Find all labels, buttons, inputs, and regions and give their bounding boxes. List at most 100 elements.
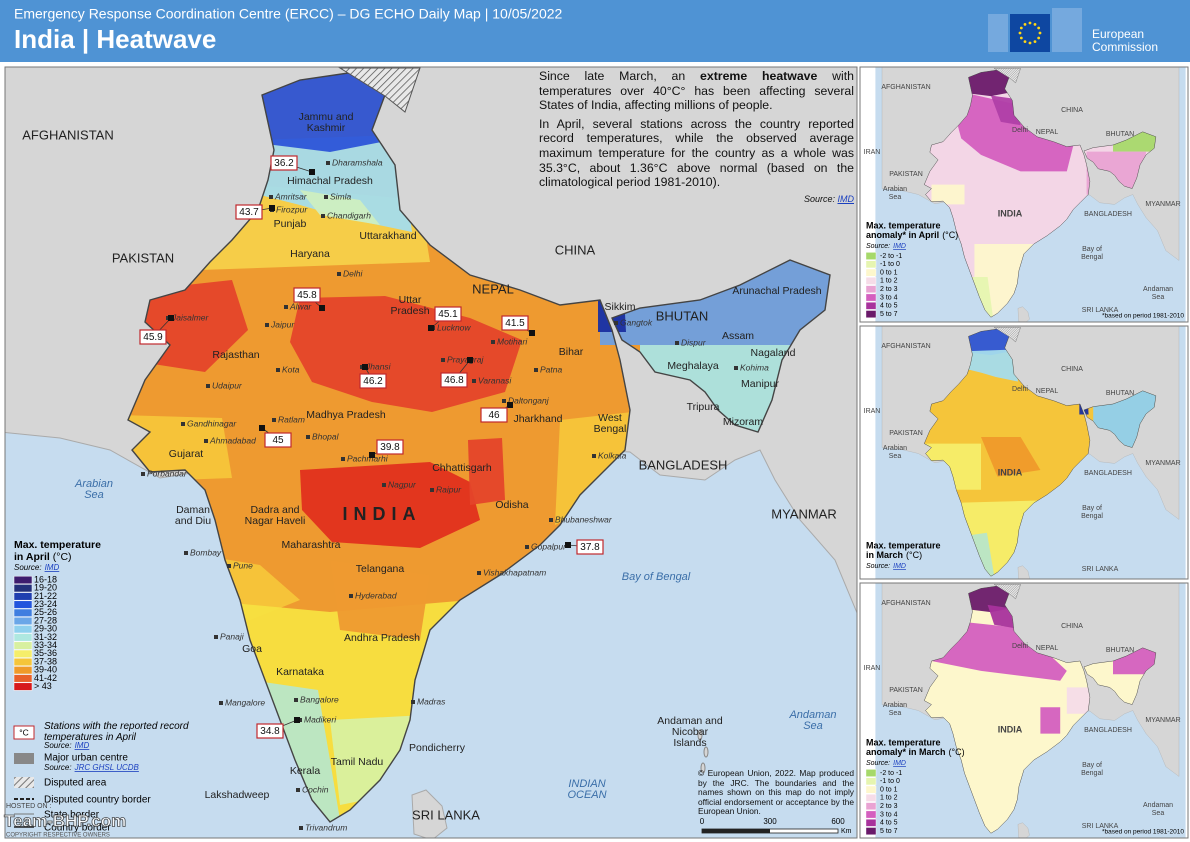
state-label: Mizoram bbox=[723, 416, 764, 428]
ec-star bbox=[1019, 26, 1023, 30]
island bbox=[700, 762, 706, 774]
legend-item: 23-24 bbox=[34, 599, 57, 609]
state-label-line: Islands bbox=[673, 737, 706, 749]
station-marker bbox=[294, 717, 300, 723]
sea-label: Arabian Sea bbox=[74, 478, 113, 501]
temp-zone bbox=[948, 88, 1074, 172]
legend-item: 35-36 bbox=[34, 648, 57, 658]
station-value: 45.8 bbox=[297, 290, 317, 301]
ec-star bbox=[1028, 41, 1032, 45]
city-label: Bhopal bbox=[312, 431, 340, 441]
city-label: Firozpur bbox=[276, 204, 308, 214]
city-label: Lucknow bbox=[437, 322, 471, 332]
legend-urban bbox=[14, 753, 34, 764]
station-marker bbox=[529, 330, 535, 336]
state-label: Pondicherry bbox=[409, 742, 466, 754]
inset-swatch bbox=[865, 827, 877, 835]
urban-dot bbox=[534, 368, 538, 372]
scale-unit: Km bbox=[841, 828, 852, 835]
urban-dot bbox=[675, 341, 679, 345]
inset-map bbox=[875, 67, 1186, 322]
inset-frame bbox=[859, 582, 1189, 839]
temp-zone bbox=[1040, 707, 1061, 734]
inset-swatch bbox=[865, 285, 877, 294]
temp-zone bbox=[1066, 687, 1094, 714]
state-label: Himachal Pradesh bbox=[287, 175, 373, 187]
state-label: Madhya Pradesh bbox=[306, 409, 386, 421]
urban-dot bbox=[276, 368, 280, 372]
source-link[interactable]: IMD bbox=[837, 193, 855, 204]
state-label: Jammu and Kashmir bbox=[299, 111, 354, 134]
station-marker bbox=[168, 315, 174, 321]
inset-legend-title: Max. temperature bbox=[866, 737, 941, 747]
sri-lanka bbox=[1017, 822, 1030, 838]
legend-item: Disputed area bbox=[44, 778, 107, 789]
india-border bbox=[923, 69, 1091, 318]
inset-swatch bbox=[865, 810, 877, 819]
inset-legend-sub: in March bbox=[866, 550, 903, 560]
state-label: Arunachal Pradesh bbox=[732, 285, 821, 297]
inset-label: PAKISTAN bbox=[889, 171, 923, 178]
urban-dot bbox=[382, 483, 386, 487]
inset-legend-item: 4 to 5 bbox=[880, 303, 898, 310]
urban-dot bbox=[324, 195, 328, 199]
inset-label: CHINA bbox=[1061, 366, 1083, 373]
ec-star bbox=[1033, 22, 1037, 26]
inset-label: Arabian Sea bbox=[883, 186, 907, 201]
station-value: 34.8 bbox=[260, 726, 280, 737]
inset-label-line: Bay of bbox=[1082, 505, 1102, 512]
state-label: Assam bbox=[722, 330, 754, 342]
source-link: IMD bbox=[75, 741, 90, 750]
urban-dot bbox=[525, 545, 529, 549]
state-label: Sikkim bbox=[605, 301, 636, 313]
state-label-line: and Diu bbox=[175, 515, 211, 527]
inset-swatch bbox=[865, 777, 877, 786]
inset-frame bbox=[859, 325, 1189, 580]
city-label: Prayagraj bbox=[447, 354, 484, 364]
sea-label-line: Sea bbox=[803, 720, 823, 732]
station-box bbox=[293, 287, 321, 303]
temp-zone bbox=[981, 437, 1041, 477]
station-marker bbox=[319, 305, 325, 311]
source-label: Source: bbox=[866, 563, 890, 570]
urban-dot bbox=[206, 384, 210, 388]
inset-label-line: Sea bbox=[889, 710, 902, 717]
temp-zone bbox=[330, 560, 430, 640]
city-label: Alwar bbox=[289, 301, 312, 311]
city-label: Porbandar bbox=[147, 468, 188, 478]
inset-label-line: Bengal bbox=[1081, 254, 1103, 261]
station-box bbox=[480, 407, 508, 423]
inset-swatch bbox=[865, 785, 877, 794]
desc-text: Since late March, an bbox=[539, 69, 701, 83]
legend-item-line: Stations with the reported record bbox=[44, 721, 189, 732]
state-label: Meghalaya bbox=[667, 360, 719, 372]
inset-footnote: *based on period 1981-2010 bbox=[1102, 313, 1184, 320]
station-box bbox=[264, 432, 292, 448]
legend-swatch bbox=[13, 600, 33, 609]
ec-star bbox=[1023, 22, 1027, 26]
copyright: © European Union, 2022. Map produced by … bbox=[698, 768, 854, 817]
urban-dot bbox=[430, 488, 434, 492]
inset-label-line: Sea bbox=[1152, 810, 1165, 817]
state-label: Punjab bbox=[274, 218, 307, 230]
inset-label-line: Andaman bbox=[1143, 802, 1173, 809]
station-value: 45.9 bbox=[143, 332, 163, 343]
country-label: CHINA bbox=[555, 242, 596, 257]
inset: AFGHANISTAN CHINA NEPAL BHUTAN IRAN PAKISTAN A… bbox=[864, 67, 1186, 322]
legend-swatch bbox=[13, 657, 33, 667]
state-label: Tamil Nadu bbox=[331, 756, 384, 768]
city-label: Jaisalmer bbox=[171, 312, 210, 322]
scale-bar bbox=[702, 829, 770, 833]
urban-dot bbox=[411, 700, 415, 704]
inset-label: SRI LANKA bbox=[1082, 307, 1119, 314]
station-value: 45 bbox=[272, 435, 284, 446]
inset-frame bbox=[859, 66, 1189, 323]
source-label: Source: bbox=[803, 193, 835, 204]
city-label: Delhi bbox=[343, 268, 363, 278]
urban-dot bbox=[326, 161, 330, 165]
inset-label: MYANMAR bbox=[1145, 201, 1180, 208]
station-marker bbox=[565, 542, 571, 548]
urban-dot bbox=[321, 214, 325, 218]
ec-logo bbox=[988, 8, 1082, 52]
inset-label: AFGHANISTAN bbox=[881, 84, 930, 91]
